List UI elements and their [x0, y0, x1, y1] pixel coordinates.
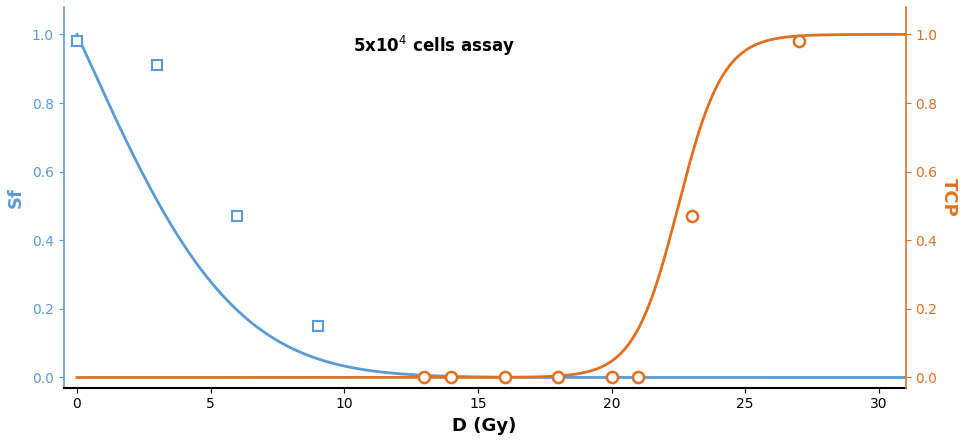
X-axis label: D (Gy): D (Gy) [453, 417, 516, 435]
Y-axis label: TCP: TCP [940, 178, 958, 217]
Text: 5x10$^4$ cells assay: 5x10$^4$ cells assay [353, 34, 515, 58]
Y-axis label: Sf: Sf [7, 187, 25, 208]
